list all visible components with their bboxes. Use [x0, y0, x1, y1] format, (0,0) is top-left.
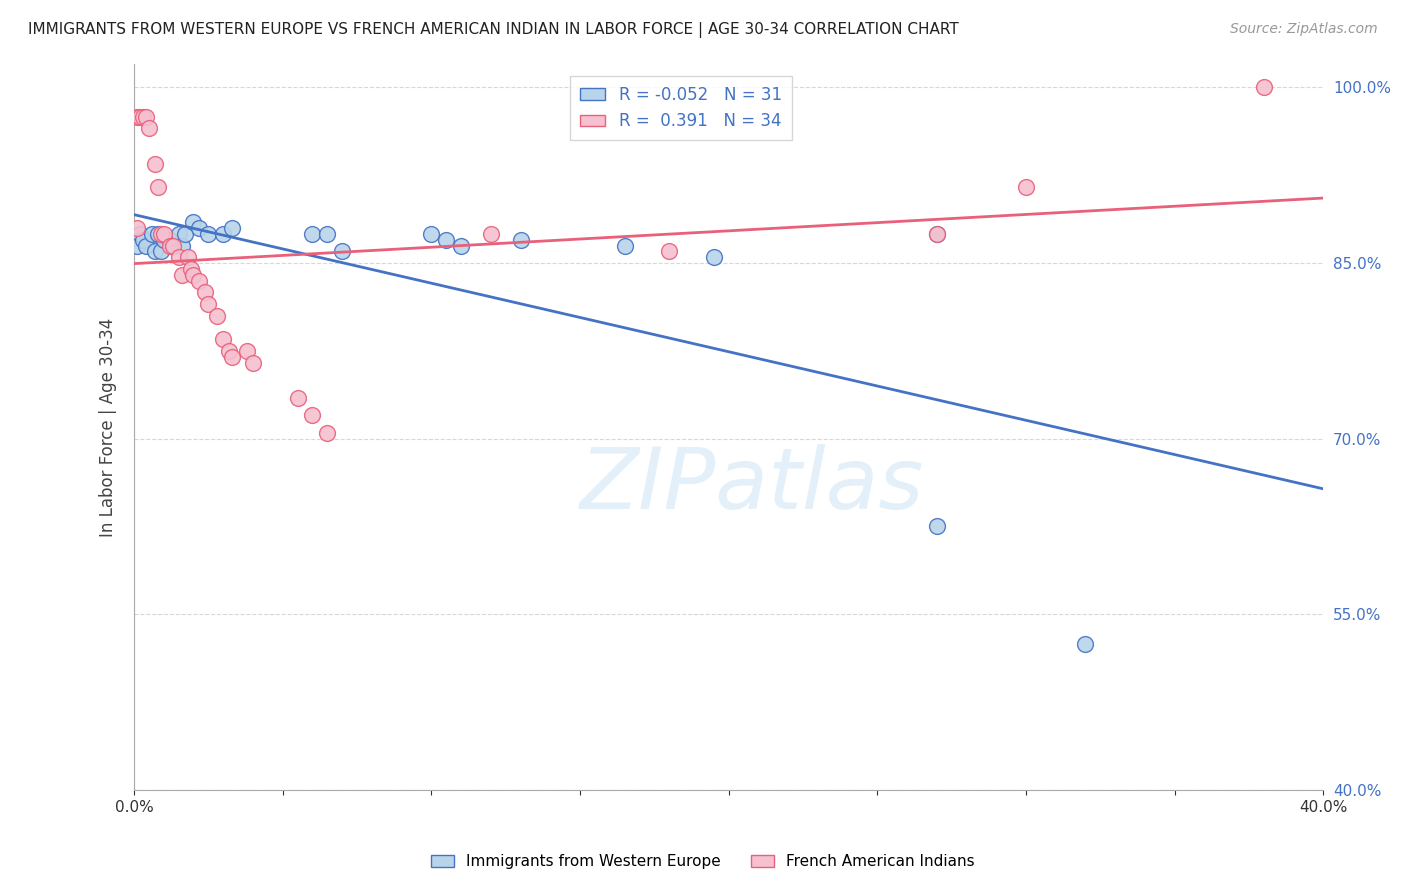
Point	[143, 156, 166, 170]
Point	[207, 309, 229, 323]
Point	[146, 180, 169, 194]
Point	[162, 238, 184, 252]
Point	[176, 250, 198, 264]
Point	[143, 244, 166, 259]
Point	[138, 121, 160, 136]
Point	[316, 425, 339, 440]
Legend: R = -0.052   N = 31, R =  0.391   N = 34: R = -0.052 N = 31, R = 0.391 N = 34	[571, 76, 792, 140]
Point	[509, 233, 531, 247]
Point	[152, 233, 174, 247]
Point	[450, 238, 472, 252]
Legend: Immigrants from Western Europe, French American Indians: Immigrants from Western Europe, French A…	[425, 848, 981, 875]
Point	[135, 110, 157, 124]
Point	[330, 244, 353, 259]
Point	[925, 519, 948, 533]
Point	[613, 238, 636, 252]
Point	[149, 244, 172, 259]
Point	[170, 268, 193, 282]
Text: ZIPatlas: ZIPatlas	[581, 443, 925, 526]
Point	[132, 110, 155, 124]
Point	[159, 238, 181, 252]
Point	[221, 221, 243, 235]
Point	[183, 268, 205, 282]
Point	[479, 227, 502, 241]
Point	[218, 343, 240, 358]
Point	[159, 233, 181, 247]
Point	[194, 285, 217, 300]
Point	[197, 227, 219, 241]
Point	[925, 227, 948, 241]
Point	[125, 238, 148, 252]
Point	[212, 332, 235, 346]
Text: IMMIGRANTS FROM WESTERN EUROPE VS FRENCH AMERICAN INDIAN IN LABOR FORCE | AGE 30: IMMIGRANTS FROM WESTERN EUROPE VS FRENCH…	[28, 22, 959, 38]
Point	[149, 227, 172, 241]
Point	[170, 238, 193, 252]
Point	[420, 227, 443, 241]
Point	[188, 221, 211, 235]
Point	[221, 350, 243, 364]
Point	[135, 238, 157, 252]
Point	[162, 238, 184, 252]
Point	[212, 227, 235, 241]
Point	[146, 227, 169, 241]
Point	[183, 215, 205, 229]
Point	[141, 227, 163, 241]
Point	[132, 233, 155, 247]
Point	[173, 227, 195, 241]
Point	[1015, 180, 1038, 194]
Point	[287, 391, 309, 405]
Point	[129, 110, 152, 124]
Point	[658, 244, 681, 259]
Point	[125, 110, 148, 124]
Point	[125, 221, 148, 235]
Point	[129, 227, 152, 241]
Point	[197, 297, 219, 311]
Text: Source: ZipAtlas.com: Source: ZipAtlas.com	[1230, 22, 1378, 37]
Point	[188, 274, 211, 288]
Point	[167, 227, 190, 241]
Point	[301, 409, 323, 423]
Point	[1253, 80, 1275, 95]
Point	[180, 261, 202, 276]
Point	[316, 227, 339, 241]
Point	[301, 227, 323, 241]
Y-axis label: In Labor Force | Age 30-34: In Labor Force | Age 30-34	[100, 318, 117, 537]
Point	[1074, 636, 1097, 650]
Point	[167, 250, 190, 264]
Point	[434, 233, 457, 247]
Point	[242, 355, 264, 369]
Point	[703, 250, 725, 264]
Point	[925, 227, 948, 241]
Point	[152, 227, 174, 241]
Point	[236, 343, 259, 358]
